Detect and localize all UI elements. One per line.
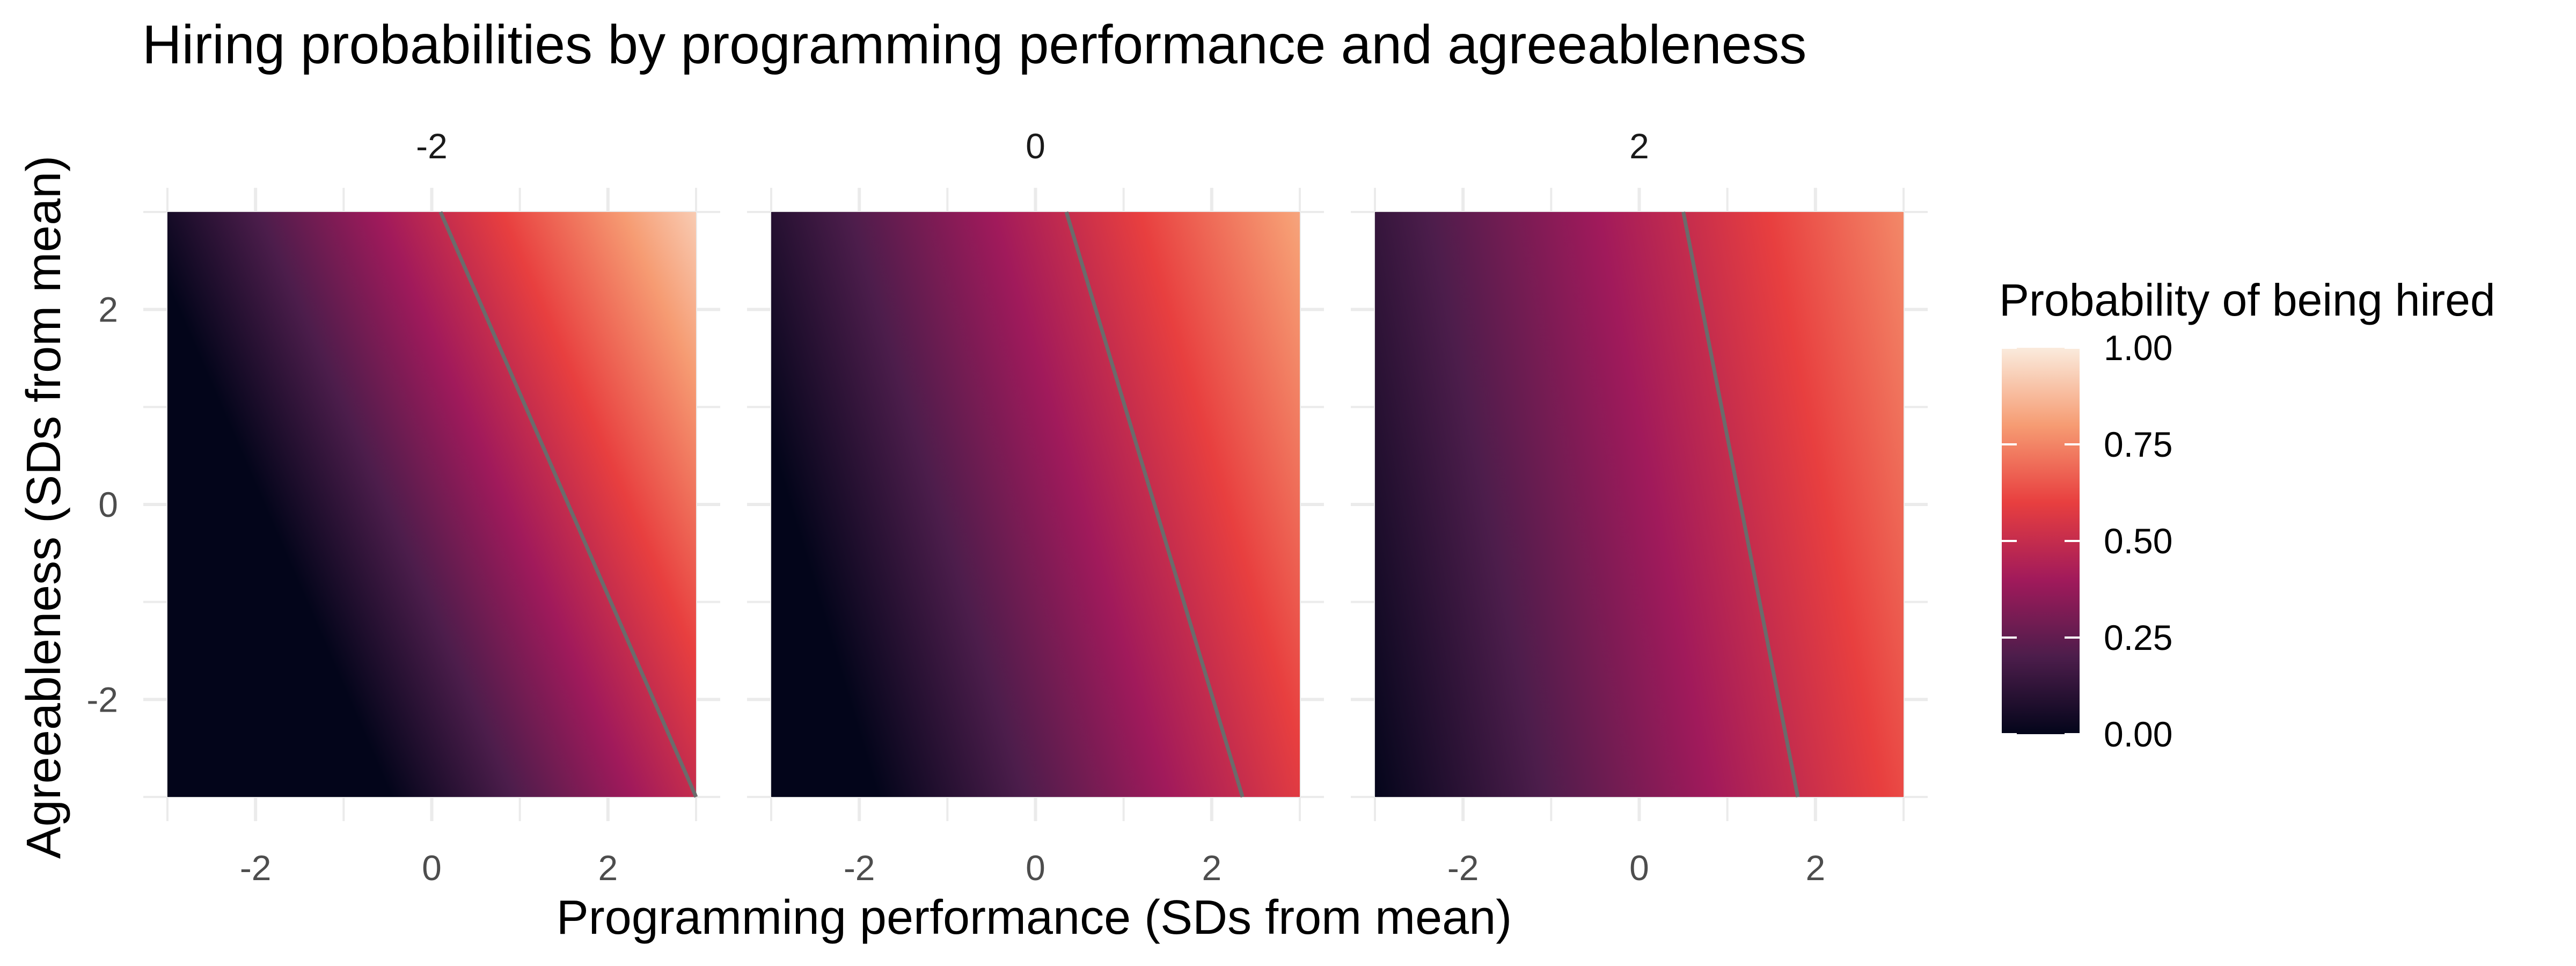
chart-title: Hiring probabilities by programming perf…	[142, 14, 1806, 75]
x-tick-label: -2	[844, 848, 875, 888]
legend-tick-label: 0.00	[2104, 714, 2172, 754]
x-tick-label: 0	[422, 848, 442, 888]
heatmap-tile	[771, 212, 1300, 797]
x-tick-label: 2	[1805, 848, 1825, 888]
decision-boundary-line	[438, 211, 698, 798]
facet-panels: -2 -2 0 2 -2 0 2 0 -2 0 2 2 -2 0 2	[86, 126, 1928, 888]
legend-title: Probability of being hired	[1999, 275, 2496, 325]
facet-label: 2	[1629, 126, 1649, 166]
facet-label: 0	[1026, 126, 1045, 166]
facet-panel: -2 -2 0 2 -2 0 2	[86, 126, 720, 888]
x-tick-label: 2	[598, 848, 618, 888]
legend-tick-label: 0.25	[2104, 618, 2172, 657]
facet-panel: 0 -2 0 2	[747, 126, 1324, 888]
y-tick-label: -2	[86, 679, 118, 719]
legend-tick-label: 1.00	[2104, 328, 2172, 368]
y-axis-title: Agreeableness (SDs from mean)	[17, 156, 71, 859]
x-tick-label: 0	[1629, 848, 1649, 888]
facet-label: -2	[416, 126, 448, 166]
x-axis-title: Programming performance (SDs from mean)	[557, 891, 1512, 945]
y-tick-label: 0	[98, 485, 118, 524]
legend: Probability of being hired 0.00 0.25 0.50 0…	[1999, 275, 2496, 754]
heatmap-tile	[1375, 212, 1904, 797]
x-tick-label: -2	[240, 848, 272, 888]
x-tick-label: 2	[1202, 848, 1221, 888]
x-tick-label: -2	[1447, 848, 1479, 888]
heatmap-tile	[167, 212, 696, 797]
facet-panel: 2 -2 0 2	[1351, 126, 1928, 888]
y-tick-label: 2	[98, 290, 118, 330]
legend-tick-label: 0.50	[2104, 521, 2172, 561]
x-tick-label: 0	[1026, 848, 1045, 888]
decision-boundary-line	[1681, 211, 1800, 797]
decision-boundary-line	[1064, 211, 1245, 798]
legend-tick-label: 0.75	[2104, 425, 2172, 464]
